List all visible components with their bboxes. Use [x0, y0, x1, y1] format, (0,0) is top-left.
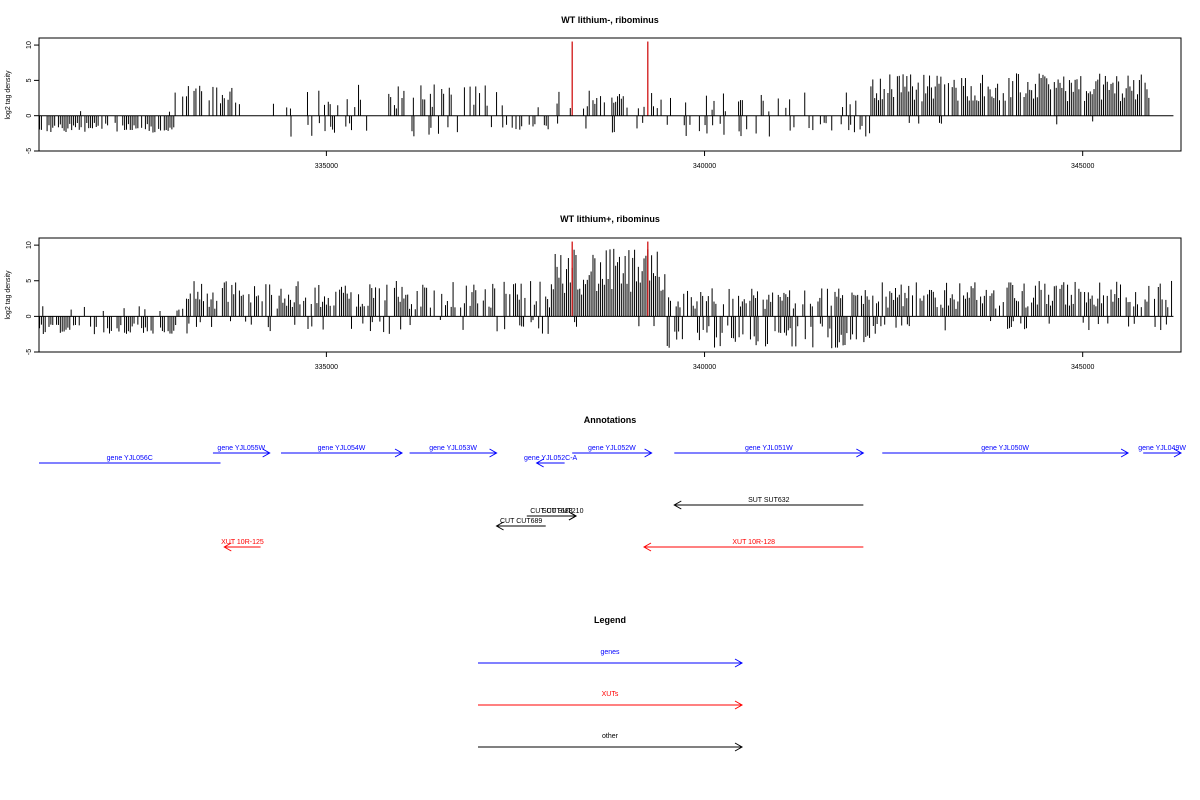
legend-label: XUTs [602, 691, 619, 698]
panel-lithium-plus: WT lithium+, ribominus log2 tag density … [5, 214, 1182, 371]
annotation-feature: SUT SUT210 [542, 508, 584, 521]
annotations-title: Annotations [584, 415, 637, 425]
y-tick-label: 5 [26, 279, 33, 283]
annotation-feature: XUT 10R-125 [221, 539, 264, 552]
arrow-head [673, 500, 682, 510]
y-tick-label: 10 [26, 41, 33, 49]
x-tick-label: 340000 [693, 163, 716, 170]
y-tick-label: 0 [26, 314, 33, 318]
arrow-head [856, 448, 865, 458]
feature-label: gene YJL053W [429, 445, 477, 452]
arrow-head [262, 448, 271, 458]
arrow-head [568, 511, 577, 521]
annotation-feature: gene YJL052W [572, 445, 653, 458]
annotation-features: gene YJL056C gene YJL055W gene YJL054W gene… [39, 445, 1186, 552]
feature-label: XUT 10R-128 [732, 539, 775, 546]
feature-label: gene YJL055W [217, 445, 265, 452]
axes: -5 0 5 10 335000 340000 345000 [26, 241, 1174, 371]
arrow-head [489, 448, 498, 458]
y-tick-label: 5 [26, 78, 33, 82]
legend-label: other [602, 733, 619, 740]
annotation-feature: gene YJL055W [212, 445, 271, 458]
arrow-head [643, 542, 652, 552]
feature-label: gene YJL052C-A [524, 455, 578, 462]
legend-label: genes [600, 649, 620, 656]
feature-label: gene YJL050W [981, 445, 1029, 452]
x-tick-label: 335000 [315, 163, 338, 170]
y-tick-label: 10 [26, 241, 33, 249]
feature-label: gene YJL056C [107, 455, 153, 462]
axes: -5 0 5 10 335000 340000 345000 [26, 41, 1174, 170]
legend-item: other [478, 733, 744, 752]
annotation-feature: gene YJL052C-A [524, 455, 578, 468]
arrow-head [734, 658, 744, 668]
legend-items: genes XUTs other [478, 649, 744, 752]
y-axis-label: log2 tag density [5, 270, 12, 320]
y-tick-label: -5 [26, 349, 33, 355]
arrow-head [734, 742, 744, 752]
annotation-feature: XUT 10R-128 [643, 539, 864, 552]
feature-label: CUT CUT688 [530, 508, 572, 515]
x-tick-label: 345000 [1071, 163, 1094, 170]
arrow-head [734, 700, 744, 710]
annotation-feature: gene YJL049W [1138, 445, 1186, 458]
feature-label: SUT SUT632 [748, 497, 790, 504]
annotation-feature: gene YJL054W [281, 445, 404, 458]
legend-panel: Legend genes XUTs other [478, 615, 744, 752]
arrow-head [535, 458, 544, 468]
panel-lithium-minus: WT lithium-, ribominus log2 tag density … [5, 15, 1182, 170]
x-tick-label: 340000 [693, 364, 716, 371]
x-tick-label: 345000 [1071, 364, 1094, 371]
arrow-head [1120, 448, 1130, 458]
annotation-feature: CUT CUT689 [495, 518, 546, 531]
feature-label: gene YJL051W [745, 445, 793, 452]
feature-label: CUT CUT689 [500, 518, 542, 525]
legend-title: Legend [594, 615, 626, 625]
feature-label: gene YJL052W [588, 445, 636, 452]
arrow-head [1173, 448, 1183, 458]
annotation-feature: gene YJL053W [409, 445, 498, 458]
feature-label: XUT 10R-125 [221, 539, 264, 546]
arrow-head [394, 448, 404, 458]
y-tick-label: 0 [26, 114, 33, 118]
annotation-feature: gene YJL051W [674, 445, 865, 458]
annotation-feature: gene YJL050W [882, 445, 1130, 458]
feature-label: gene YJL054W [318, 445, 366, 452]
feature-label: gene YJL049W [1138, 445, 1186, 452]
annotation-feature: gene YJL056C [39, 455, 221, 464]
y-tick-label: -5 [26, 148, 33, 154]
feature-label: SUT SUT210 [542, 508, 584, 515]
y-axis-label: log2 tag density [5, 70, 12, 120]
arrow-head [223, 542, 232, 552]
legend-item: genes [478, 649, 744, 668]
panel-title: WT lithium-, ribominus [561, 15, 659, 25]
x-tick-label: 335000 [315, 364, 338, 371]
legend-item: XUTs [478, 691, 744, 710]
plot-frame [38, 37, 1182, 152]
arrow-head [644, 448, 653, 458]
bar-series [39, 241, 1173, 349]
bar-series [39, 41, 1150, 137]
panel-title: WT lithium+, ribominus [560, 214, 660, 224]
arrow-head [495, 521, 504, 531]
annotation-feature: SUT SUT632 [673, 497, 864, 510]
